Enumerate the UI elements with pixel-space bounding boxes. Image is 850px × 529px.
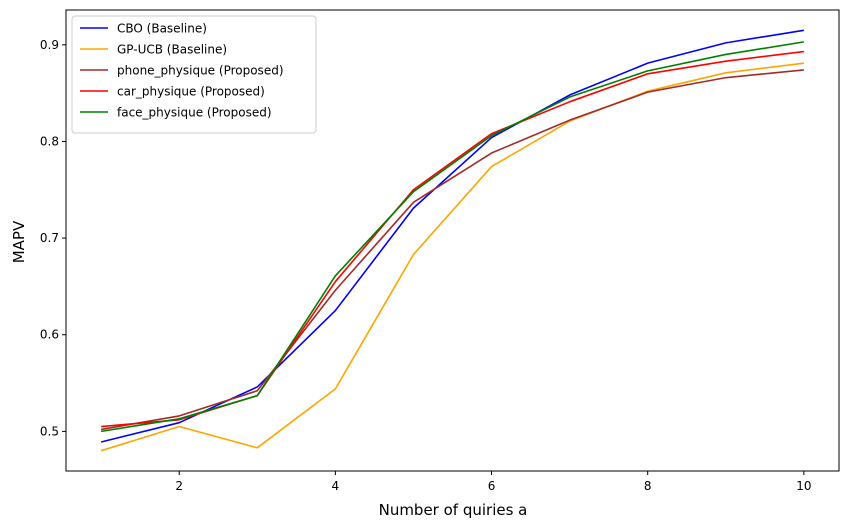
y-axis: 0.5 0.6 0.7 0.8 0.9	[40, 38, 66, 438]
legend-label: GP-UCB (Baseline)	[117, 43, 227, 57]
y-tick-label: 0.6	[40, 328, 59, 342]
legend-box	[71, 15, 317, 134]
legend-label: face_physique (Proposed)	[117, 106, 272, 120]
series-line	[100, 62, 804, 452]
x-axis-label: Number of quiries a	[379, 501, 528, 519]
x-tick-label: 6	[488, 479, 496, 493]
legend-label: CBO (Baseline)	[117, 22, 207, 36]
y-tick-label: 0.8	[40, 134, 59, 148]
series-layer	[100, 29, 804, 452]
legend-label: car_physique (Proposed)	[117, 85, 265, 99]
legend-label: phone_physique (Proposed)	[117, 64, 284, 78]
y-tick-label: 0.5	[40, 424, 59, 438]
x-axis: 2 4 6 8 10	[175, 471, 812, 493]
y-tick-label: 0.9	[40, 38, 59, 52]
legend: CBO (Baseline) GP-UCB (Baseline) phone_phy…	[71, 15, 317, 134]
y-tick-label: 0.7	[40, 231, 59, 245]
series-line	[101, 69, 804, 431]
series-line	[100, 29, 804, 443]
x-tick-label: 2	[175, 479, 183, 493]
y-axis-label: MAPV	[10, 220, 28, 263]
x-tick-label: 8	[644, 479, 652, 493]
series-line	[101, 41, 804, 433]
x-tick-label: 4	[332, 479, 340, 493]
x-tick-label: 10	[796, 479, 811, 493]
